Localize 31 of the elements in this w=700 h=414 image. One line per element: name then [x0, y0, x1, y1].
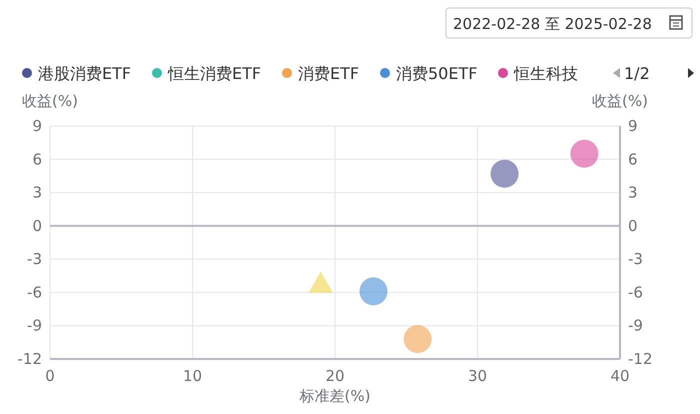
x-tick-label: 40 — [610, 367, 630, 385]
legend-label: 恒生消费ETF — [167, 64, 262, 83]
y2-tick-label: -3 — [628, 250, 643, 268]
y2-tick-label: -9 — [628, 316, 643, 335]
x-axis-title: 标准差(%) — [298, 387, 370, 405]
y2-tick-label: -6 — [628, 283, 643, 302]
y2-axis-title: 收益(%) — [592, 92, 648, 110]
x-tick-label: 10 — [182, 367, 202, 385]
x-tick-label: 30 — [468, 367, 488, 385]
legend-label: 消费50ETF — [396, 64, 478, 83]
y-tick-label: -6 — [27, 283, 42, 302]
legend-label: 消费ETF — [298, 64, 360, 83]
y-tick-label: 9 — [32, 117, 42, 135]
text: 2022-02-28 至 2025-02-28 — [453, 15, 652, 33]
y2-tick-label: 0 — [628, 216, 638, 235]
y-tick-label: -3 — [27, 250, 42, 268]
legend-label: 港股消费ETF — [38, 64, 132, 83]
legend-label: 恒生科技 — [513, 64, 578, 83]
x-tick-label: 20 — [325, 367, 345, 385]
x-tick-label: 0 — [45, 367, 55, 385]
y-tick-label: 6 — [32, 150, 42, 168]
y-tick-label: -12 — [18, 350, 42, 368]
y2-tick-label: -12 — [628, 350, 652, 368]
y2-tick-label: 3 — [628, 184, 638, 202]
text: 1/2 — [624, 64, 650, 83]
y-tick-label: -9 — [27, 316, 42, 335]
y2-tick-label: 9 — [628, 117, 638, 135]
y-tick-label: 3 — [32, 184, 42, 202]
y-tick-label: 0 — [32, 216, 42, 235]
y-axis-title: 收益(%) — [22, 92, 78, 110]
y2-tick-label: 6 — [628, 150, 638, 168]
